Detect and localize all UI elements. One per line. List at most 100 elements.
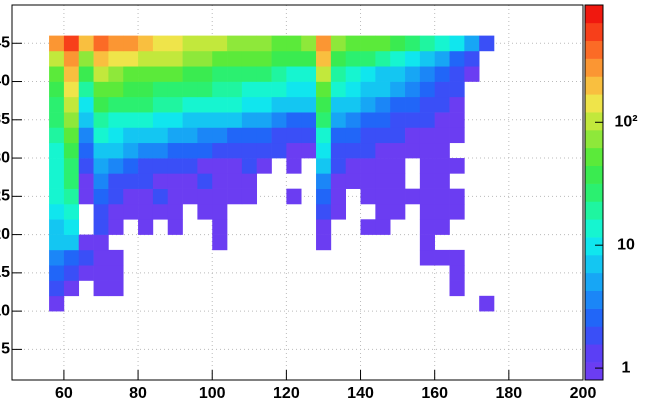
cell: [286, 35, 302, 52]
cell: [419, 112, 435, 128]
cell: [63, 219, 80, 235]
cell: [182, 158, 198, 174]
cell: [212, 127, 228, 144]
cell: [93, 127, 109, 144]
cell: [271, 142, 287, 159]
cell: [316, 127, 332, 144]
x-tick-label: 160: [421, 385, 448, 402]
colorbar-band: [585, 58, 603, 77]
cell: [138, 35, 154, 52]
colorbar-band: [585, 272, 603, 292]
cell: [390, 81, 406, 98]
cell: [152, 203, 169, 220]
cell: [49, 188, 65, 205]
cell: [49, 219, 65, 235]
cell: [256, 50, 272, 67]
cell: [330, 188, 347, 205]
cell: [434, 203, 450, 220]
cell: [375, 96, 391, 113]
cell: [78, 142, 94, 159]
x-tick-label: 140: [347, 385, 374, 402]
cell: [152, 81, 169, 98]
cell: [419, 96, 435, 113]
cell: [93, 66, 109, 82]
cell: [49, 265, 65, 281]
cell: [390, 112, 406, 128]
cell: [375, 219, 391, 235]
cell: [271, 35, 287, 52]
cell: [93, 265, 109, 281]
cell: [152, 66, 169, 82]
cell: [49, 50, 65, 67]
cell: [316, 112, 332, 128]
cell: [63, 249, 80, 266]
z-tick-label: 10²: [614, 113, 637, 130]
cell: [419, 127, 435, 144]
cell: [241, 158, 258, 174]
cell: [434, 127, 450, 144]
cell: [182, 173, 198, 189]
x-tick-label: 180: [495, 385, 522, 402]
cell: [464, 35, 480, 52]
cell: [93, 142, 109, 159]
cell: [419, 50, 435, 67]
cell: [434, 219, 450, 235]
cell: [345, 142, 361, 159]
cell: [49, 249, 65, 266]
y-tick-label: 35: [0, 111, 10, 128]
cell: [271, 112, 287, 128]
cell: [78, 112, 94, 128]
cell: [405, 66, 421, 82]
cell: [286, 66, 302, 82]
cell: [108, 173, 124, 189]
cell: [49, 142, 65, 159]
cell: [434, 66, 450, 82]
cell: [63, 203, 80, 220]
cell: [63, 173, 80, 189]
cell: [123, 203, 139, 220]
cell: [182, 142, 198, 159]
colorbar-band: [585, 201, 603, 220]
cell: [182, 50, 198, 67]
colorbar-band: [585, 308, 603, 327]
colorbar-band: [585, 326, 603, 345]
cell: [464, 50, 480, 67]
cell: [138, 81, 154, 98]
cell: [78, 249, 94, 266]
y-tick-label: 20: [0, 226, 10, 243]
cell: [345, 173, 361, 189]
cell: [271, 96, 287, 113]
cell: [316, 81, 332, 98]
cell: [152, 50, 169, 67]
cell: [108, 112, 124, 128]
cell: [301, 50, 317, 67]
cell: [63, 96, 80, 113]
cell: [123, 96, 139, 113]
cell: [78, 127, 94, 144]
cell: [123, 173, 139, 189]
cell: [49, 81, 65, 98]
cell: [63, 127, 80, 144]
cell: [360, 112, 376, 128]
colorbar-band: [585, 22, 603, 42]
cell: [405, 96, 421, 113]
cell: [449, 96, 465, 113]
cell: [449, 249, 465, 266]
cell: [197, 50, 213, 67]
cell: [138, 188, 154, 205]
cell: [345, 127, 361, 144]
cell: [212, 219, 228, 235]
cell: [405, 81, 421, 98]
cell: [241, 66, 258, 82]
cell: [212, 188, 228, 205]
cell: [93, 234, 109, 251]
cell: [197, 203, 213, 220]
cell: [256, 96, 272, 113]
cell: [93, 158, 109, 174]
cell: [345, 112, 361, 128]
cell: [138, 50, 154, 67]
cell: [286, 158, 302, 174]
cell: [419, 219, 435, 235]
cell: [167, 203, 183, 220]
cell: [93, 280, 109, 297]
